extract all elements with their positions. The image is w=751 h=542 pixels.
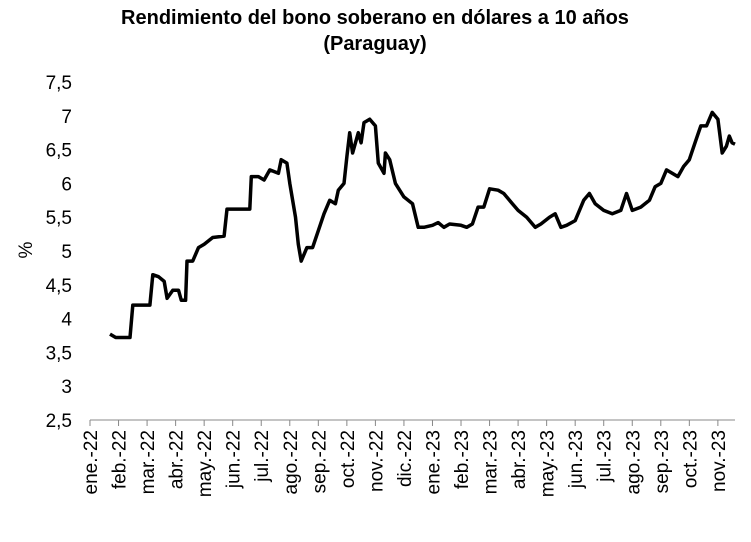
x-tick-label: sep.-22	[309, 430, 330, 493]
x-tick-label: jun.-23	[566, 430, 587, 489]
y-tick-label: 6,5	[46, 141, 72, 162]
chart-title: Rendimiento del bono soberano en dólares…	[121, 7, 629, 29]
y-tick-label: 3,5	[46, 343, 72, 364]
x-tick-label: nov.-23	[709, 430, 730, 492]
x-tick-label: mar.-23	[481, 430, 502, 494]
x-tick-label: may.-23	[538, 430, 559, 497]
line	[109, 110, 736, 340]
y-tick-label: 7,5	[46, 73, 72, 94]
x-tick-label: ago.-23	[623, 430, 644, 494]
x-tick-label: ene.-22	[81, 430, 102, 494]
x-tick-label: sep.-23	[652, 430, 673, 493]
y-tick-label: 4	[61, 310, 72, 331]
x-tick-label: abr.-22	[167, 430, 188, 489]
x-tick-label: jul.-22	[252, 430, 273, 483]
y-tick-label: 3	[61, 377, 72, 398]
x-tick-label: dic.-22	[395, 430, 416, 487]
y-axis-label: %	[16, 241, 37, 258]
y-tick-label: 6	[61, 174, 72, 195]
x-tick-label: ene.-23	[423, 430, 444, 494]
x-tick-label: feb.-23	[452, 430, 473, 489]
x-tick-label: nov.-22	[366, 430, 387, 492]
x-tick-label: jun.-22	[224, 430, 245, 489]
x-tick-label: abr.-23	[509, 430, 530, 489]
x-tick-label: jul.-23	[595, 430, 616, 483]
y-tick-label: 5	[61, 242, 72, 263]
x-tick-label: ago.-22	[281, 430, 302, 494]
chart-subtitle: (Paraguay)	[323, 33, 426, 55]
x-tick-label: oct.-23	[680, 430, 701, 488]
y-tick-label: 7	[61, 107, 72, 128]
x-tick-label: may.-22	[195, 430, 216, 497]
x-tick-label: oct.-22	[338, 430, 359, 488]
x-tick-label: mar.-22	[138, 430, 159, 494]
y-tick-label: 4,5	[46, 276, 72, 297]
y-tick-label: 5,5	[46, 208, 72, 229]
x-tick-label: feb.-22	[110, 430, 131, 489]
y-tick-label: 2,5	[46, 411, 72, 432]
